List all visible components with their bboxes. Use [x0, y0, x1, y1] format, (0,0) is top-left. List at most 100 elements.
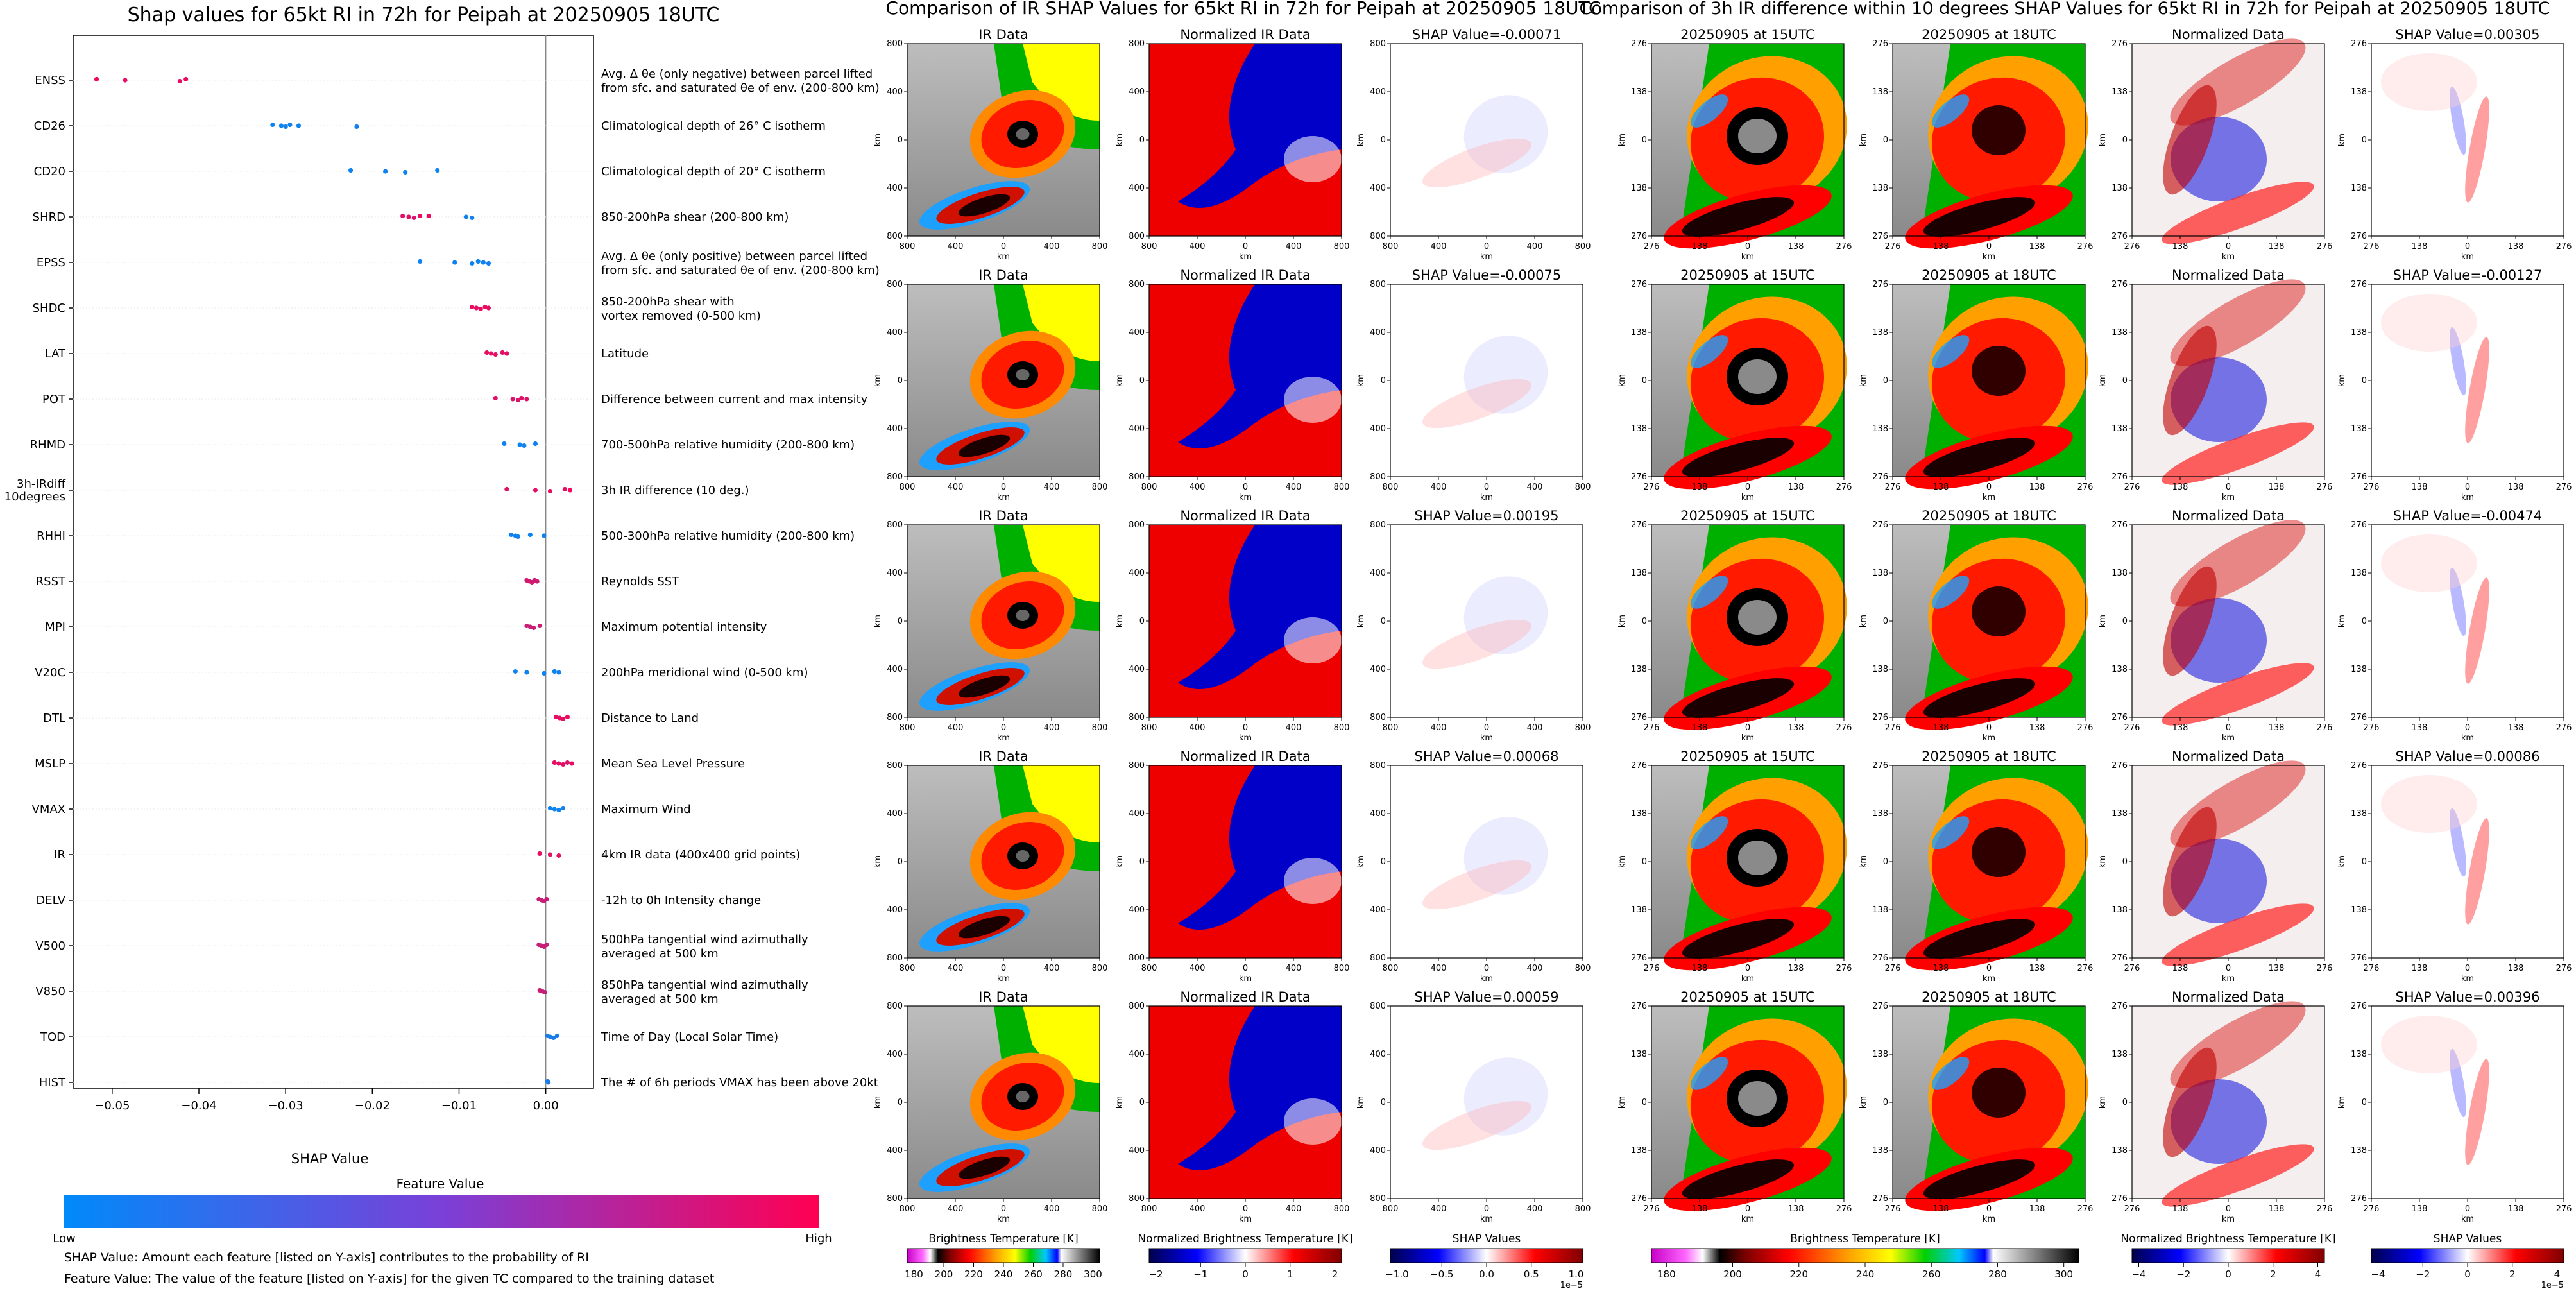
panel-title: SHAP Value=-0.00474	[2393, 508, 2543, 524]
colorbar-tick-label: 0	[2225, 1268, 2231, 1280]
colorbar-tick-label: 240	[994, 1268, 1013, 1280]
cloud-shape	[1178, 44, 1342, 208]
panel-y-tick-label: 276	[1631, 761, 1647, 771]
panel-y-tick-label: 276	[2111, 472, 2128, 482]
shap-point	[486, 305, 491, 311]
cloud-shape	[2163, 85, 2217, 195]
panel-x-tick-label: 138	[1692, 242, 1708, 252]
cloud-shape	[958, 916, 1011, 939]
feature-name-label: MSLP	[35, 757, 65, 771]
panel-y-tick-label: 276	[2351, 39, 2367, 49]
panel-x-tick-label: 276	[2556, 242, 2572, 252]
panel-x-label: km	[2222, 252, 2235, 262]
panel-x-tick-label: 800	[1141, 482, 1157, 492]
cloud-shape	[2465, 96, 2489, 203]
heatmap-ir	[907, 1006, 1100, 1199]
cloud-shape	[1023, 765, 1100, 842]
panel-title: SHAP Value=0.00068	[1415, 749, 1559, 764]
cloud-shape	[1023, 525, 1100, 602]
panel-y-label: km	[1859, 855, 1868, 868]
colorbar-tick-label: 2	[2509, 1268, 2516, 1280]
shap-point	[556, 670, 561, 675]
cloud-shape	[1178, 284, 1342, 448]
panel-x-tick-label: 0	[1001, 482, 1006, 492]
shap-point	[565, 714, 570, 720]
cloud-shape	[1016, 369, 1030, 380]
panel-x-tick-label: 800	[1334, 482, 1350, 492]
panel-x-tick-label: 800	[900, 723, 916, 733]
panel-x-tick-label: 138	[2029, 242, 2045, 252]
panel-y-tick-label: 400	[1129, 568, 1145, 578]
panel-x-tick-label: 0	[1243, 964, 1248, 973]
shap-point	[533, 488, 538, 493]
panel-y-label: km	[1617, 615, 1627, 627]
panel-x-tick-label: 800	[1141, 964, 1157, 973]
shap-point	[177, 78, 182, 84]
colorbar-label: Normalized Brightness Temperature [K]	[2120, 1233, 2335, 1245]
note-feature-value: Feature Value: The value of the feature …	[64, 1272, 714, 1286]
panel-x-tick-label: 400	[1286, 482, 1302, 492]
panel-x-tick-label: 0	[1986, 964, 1992, 973]
feature-row-v20c: V20C 200hPa meridional wind (0-500 km)	[35, 666, 808, 679]
panel-y-tick-label: 0	[2122, 1098, 2128, 1107]
feature-name-label: CD20	[34, 165, 65, 178]
panel-y-tick-label: 800	[1370, 713, 1386, 722]
panel-y-tick-label: 800	[1129, 1194, 1145, 1204]
cloud-shape	[1738, 119, 1777, 153]
shap-point	[287, 122, 293, 128]
cloud-shape	[1738, 359, 1777, 394]
panel-y-tick-label: 138	[1872, 424, 1888, 434]
panel-x-tick-label: 276	[2364, 723, 2380, 733]
panel-y-tick-label: 0	[1381, 376, 1386, 386]
colorbar-tick-label: 220	[1789, 1268, 1808, 1280]
panel-y-tick-label: 0	[1139, 1098, 1145, 1107]
panel-x-tick-label: 138	[2508, 723, 2524, 733]
heatmap-norm	[1149, 765, 1342, 958]
cloud-shape	[1284, 858, 1342, 904]
panel-x-tick-label: 0	[2226, 964, 2231, 973]
shap-background	[1390, 1006, 1583, 1199]
feature-row-cd26: CD26 Climatological depth of 26° C isothe…	[34, 119, 826, 133]
panel-y-tick-label: 276	[1631, 39, 1647, 49]
panel-x-tick-label: 400	[1527, 964, 1543, 973]
cloud-shape	[958, 194, 1011, 217]
feature-name-label: TOD	[40, 1030, 65, 1044]
panel-x-label: km	[1983, 1215, 1995, 1224]
feature-row-3h-irdiff-10degrees: 3h-IRdiff 10degrees 3h IR difference (10 d…	[4, 477, 749, 504]
panel-y-tick-label: 276	[2351, 761, 2367, 771]
panel-y-label: km	[2337, 374, 2347, 387]
colorbar-tick-label: 280	[1054, 1268, 1073, 1280]
panel-y-tick-label: 800	[1129, 761, 1145, 771]
feature-description-label: Distance to Land	[601, 712, 699, 725]
panel-title: 20250905 at 15UTC	[1680, 749, 1815, 764]
panel-x-tick-label: 400	[1190, 1204, 1206, 1214]
heatmap-diff	[2132, 279, 2324, 485]
panel-title: SHAP Value=0.00195	[1415, 508, 1559, 524]
panel-title: 20250905 at 15UTC	[1680, 268, 1815, 283]
panel-title: 20250905 at 18UTC	[1922, 268, 2056, 283]
shap-feature-rows: ENSS Avg. Δ θe (only negative) between pa…	[4, 67, 880, 1089]
panel-y-tick-label: 800	[1370, 1194, 1386, 1204]
shap-point	[473, 305, 479, 311]
panel-y-label: km	[1859, 1096, 1868, 1109]
panel-x-tick-label: 800	[1334, 723, 1350, 733]
shap-point	[519, 395, 524, 401]
feature-description-label: Climatological depth of 26° C isotherm	[601, 119, 826, 133]
panel-y-tick-label: 0	[1381, 1098, 1386, 1107]
heatmap-norm	[1149, 525, 1342, 717]
shap-point	[527, 532, 533, 538]
panel-x-tick-label: 400	[1190, 242, 1206, 252]
panel-y-tick-label: 138	[2111, 665, 2128, 674]
panel-title: IR Data	[978, 508, 1028, 524]
panel-x-label: km	[1480, 1215, 1493, 1224]
colorbar-tick-label: 260	[1024, 1268, 1043, 1280]
panel-x-tick-label: 138	[1788, 242, 1804, 252]
heatmap-norm	[1149, 284, 1342, 477]
panel-y-tick-label: 800	[1370, 761, 1386, 771]
panel-y-tick-label: 138	[1631, 424, 1647, 434]
